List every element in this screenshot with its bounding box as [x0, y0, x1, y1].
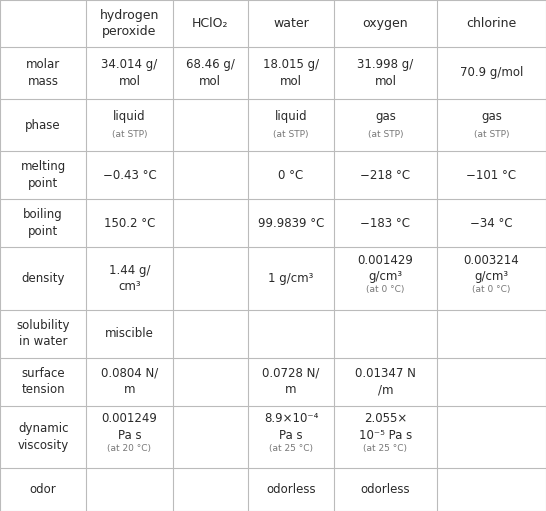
Text: boiling
point: boiling point [23, 208, 63, 238]
Text: −101 °C: −101 °C [466, 169, 517, 181]
Text: dynamic
viscosity: dynamic viscosity [17, 422, 69, 452]
Text: 0.0728 N/
m: 0.0728 N/ m [262, 367, 320, 397]
Text: 0.0804 N/
m: 0.0804 N/ m [101, 367, 158, 397]
Text: 2.055×
10⁻⁵ Pa s: 2.055× 10⁻⁵ Pa s [359, 412, 412, 442]
Text: odorless: odorless [361, 483, 410, 496]
Text: molar
mass: molar mass [26, 58, 60, 88]
Text: (at STP): (at STP) [273, 130, 309, 139]
Text: (at 0 °C): (at 0 °C) [366, 285, 405, 294]
Text: gas: gas [481, 110, 502, 123]
Text: 34.014 g/
mol: 34.014 g/ mol [101, 58, 158, 88]
Text: (at STP): (at STP) [367, 130, 403, 139]
Text: 0.003214
g/cm³: 0.003214 g/cm³ [464, 253, 519, 283]
Text: (at 25 °C): (at 25 °C) [364, 444, 407, 453]
Text: 0.001249
Pa s: 0.001249 Pa s [102, 412, 157, 442]
Text: 0 °C: 0 °C [278, 169, 304, 181]
Text: 68.46 g/
mol: 68.46 g/ mol [186, 58, 235, 88]
Text: (at STP): (at STP) [111, 130, 147, 139]
Text: (at 20 °C): (at 20 °C) [108, 444, 151, 453]
Text: −0.43 °C: −0.43 °C [103, 169, 156, 181]
Text: −218 °C: −218 °C [360, 169, 411, 181]
Text: 70.9 g/mol: 70.9 g/mol [460, 66, 523, 79]
Text: (at 0 °C): (at 0 °C) [472, 285, 511, 294]
Text: liquid: liquid [113, 110, 146, 123]
Text: (at 25 °C): (at 25 °C) [269, 444, 313, 453]
Text: −183 °C: −183 °C [360, 217, 411, 229]
Text: −34 °C: −34 °C [470, 217, 513, 229]
Text: 150.2 °C: 150.2 °C [104, 217, 155, 229]
Text: water: water [273, 17, 309, 30]
Text: 1 g/cm³: 1 g/cm³ [268, 272, 314, 285]
Text: solubility
in water: solubility in water [16, 319, 70, 349]
Text: phase: phase [25, 119, 61, 132]
Text: density: density [21, 272, 65, 285]
Text: surface
tension: surface tension [21, 367, 65, 397]
Text: chlorine: chlorine [466, 17, 517, 30]
Text: 18.015 g/
mol: 18.015 g/ mol [263, 58, 319, 88]
Text: (at STP): (at STP) [473, 130, 509, 139]
Text: odorless: odorless [266, 483, 316, 496]
Text: 99.9839 °C: 99.9839 °C [258, 217, 324, 229]
Text: odor: odor [30, 483, 56, 496]
Text: miscible: miscible [105, 327, 154, 340]
Text: 8.9×10⁻⁴
Pa s: 8.9×10⁻⁴ Pa s [264, 412, 318, 442]
Text: hydrogen
peroxide: hydrogen peroxide [100, 9, 159, 38]
Text: 31.998 g/
mol: 31.998 g/ mol [357, 58, 414, 88]
Text: melting
point: melting point [21, 160, 66, 190]
Text: 0.01347 N
/m: 0.01347 N /m [355, 367, 416, 397]
Text: 0.001429
g/cm³: 0.001429 g/cm³ [358, 253, 413, 283]
Text: liquid: liquid [275, 110, 307, 123]
Text: HClO₂: HClO₂ [192, 17, 228, 30]
Text: 1.44 g/
cm³: 1.44 g/ cm³ [109, 264, 150, 293]
Text: gas: gas [375, 110, 396, 123]
Text: oxygen: oxygen [363, 17, 408, 30]
